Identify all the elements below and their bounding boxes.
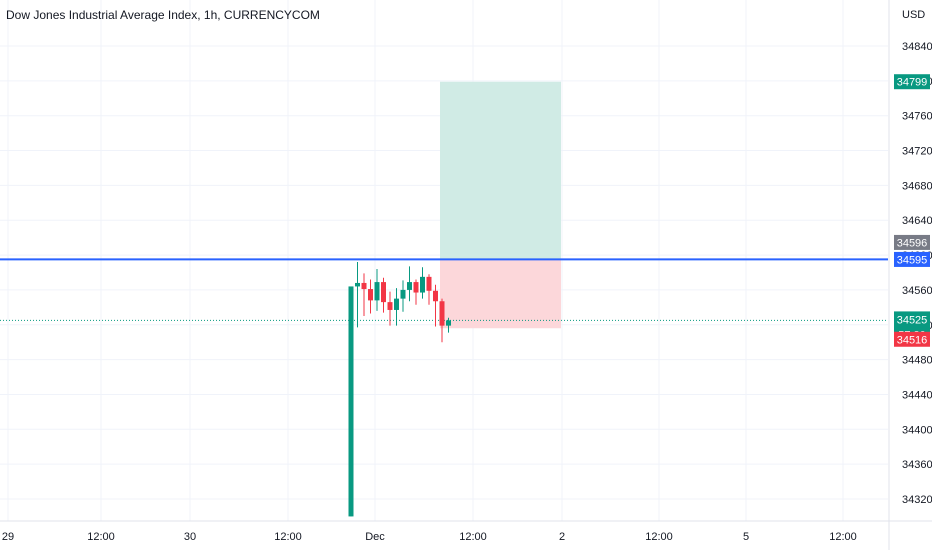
candle-body[interactable] [407,282,412,290]
price-badge-label: 34516 [897,334,928,346]
price-badge-label: 34595 [897,254,928,266]
candles[interactable] [348,262,452,517]
x-tick-label: 12:00 [274,531,302,543]
chart-title: Dow Jones Industrial Average Index, 1h, … [6,8,320,22]
y-tick-label: 34440 [902,389,932,401]
y-tick-label: 34640 [902,215,932,227]
price-badge-label: 34596 [897,237,928,249]
price-badge-stop [894,331,930,347]
candle-body[interactable] [355,282,360,287]
target-zone [440,81,561,260]
y-tick-label: 34400 [902,424,932,436]
price-badge-label: 34525 [897,314,928,326]
candle-body[interactable] [446,320,451,326]
price-badge-target [894,74,930,90]
candle-body[interactable] [413,282,419,293]
price-badge-label: 34799 [897,77,928,89]
candle-body[interactable] [394,298,399,310]
candle-body[interactable] [368,289,373,301]
candle-body[interactable] [439,301,445,326]
y-tick-label: 34840 [902,41,932,53]
candle-body[interactable] [426,276,432,291]
x-tick-label: 29 [2,531,14,543]
candle-body[interactable] [361,282,367,290]
y-tick-label: 34760 [902,111,932,123]
x-tick-label: 2 [559,531,565,543]
candle-body[interactable] [381,282,386,303]
price-badge-grey [894,234,930,250]
position-zones [440,81,561,329]
candle-body[interactable] [387,302,393,310]
x-tick-label: 5 [743,531,749,543]
x-tick-label: 12:00 [459,531,487,543]
y-tick-label: 34560 [902,285,932,297]
y-tick-label: 34680 [902,180,932,192]
time-axis[interactable]: 29 12:00 30 12:00 Dec 12:00 2 12:00 5 12:00 [0,520,932,543]
y-tick-label: 34320 [902,494,932,506]
y-tick-label: 34720 [902,146,932,158]
candle-body[interactable] [348,286,354,517]
x-tick-label: 30 [184,531,196,543]
currency-label: USD [902,9,925,21]
stop-zone [440,259,561,329]
x-tick-label: 12:00 [87,531,115,543]
price-badges: 3479934596345953452557:3034516 [894,74,930,347]
price-badge-line [894,251,930,267]
y-tick-label: 34360 [902,459,932,471]
candle-body[interactable] [433,290,438,302]
candle-body[interactable] [420,276,425,293]
y-tick-label: 34480 [902,355,932,367]
x-tick-label: 12:00 [829,531,857,543]
x-tick-label: 12:00 [645,531,673,543]
x-tick-label: Dec [365,531,385,543]
candle-body[interactable] [400,289,406,299]
candle-body[interactable] [374,282,380,301]
